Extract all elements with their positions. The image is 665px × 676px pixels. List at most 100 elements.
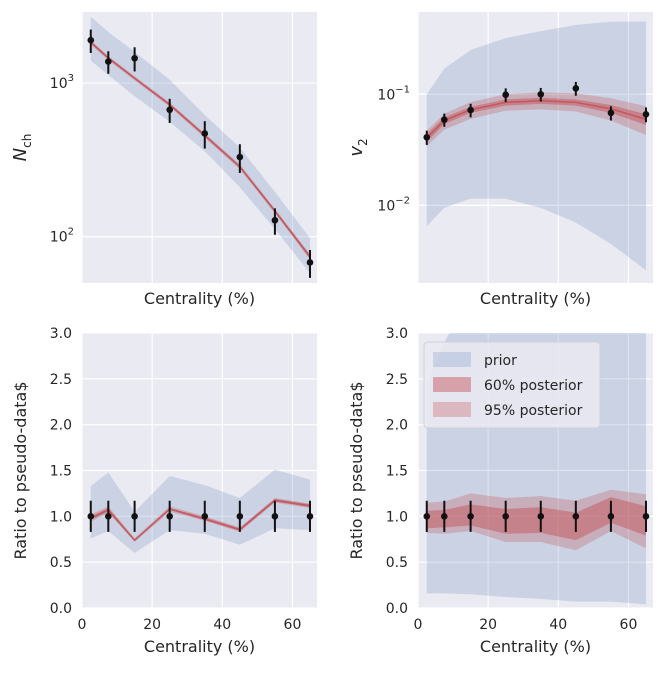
plot-background: [82, 12, 317, 283]
data-point: [642, 110, 650, 118]
data-point: [423, 133, 431, 141]
x-tick-label: 20: [143, 617, 161, 633]
data-point: [642, 513, 650, 520]
y-tick-label: 1.0: [386, 509, 408, 525]
y-tick-label: 2.5: [386, 372, 408, 388]
legend-box: [423, 341, 601, 429]
data-point: [236, 153, 244, 161]
y-tick-label: 1.5: [50, 464, 72, 480]
prior-band: [90, 16, 310, 274]
data-point: [131, 54, 138, 62]
data-point: [502, 91, 509, 99]
plot-area: [90, 16, 311, 274]
panel-bottom-right: 0 20 40 60 Centrality (%) 0.0 0.5 1.0 1.5 2.0 2.5 3…: [347, 326, 653, 656]
legend-label-posterior60: 60% posterior: [484, 378, 583, 394]
x-axis-label: Centrality (%): [144, 637, 255, 656]
legend-swatch-prior: [433, 352, 471, 367]
plot-area: [426, 21, 647, 271]
x-axis-label: Centrality (%): [480, 289, 591, 308]
data-point: [467, 513, 474, 520]
data-point: [87, 36, 95, 44]
x-tick-label: 0: [78, 617, 87, 633]
legend-label-posterior95: 95% posterior: [484, 403, 583, 419]
y-tick-base: 10: [50, 76, 68, 92]
data-point: [537, 90, 545, 98]
y-tick-label: 3.0: [386, 326, 408, 342]
posterior95-band: [426, 489, 646, 551]
posterior60-band: [426, 97, 646, 143]
data-point: [166, 513, 173, 520]
x-tick-label: 0: [414, 617, 423, 633]
y-tick-label: 103: [50, 73, 74, 92]
data-point: [131, 513, 138, 520]
panel-bottom-left: 0 20 40 60 Centrality (%) 0.0 0.5 1.0 1.5 2.0 2.5 3…: [11, 326, 317, 656]
y-tick-label: 1.5: [386, 464, 408, 480]
data-point: [166, 106, 173, 114]
data-point: [271, 513, 279, 520]
legend-swatch-posterior60: [433, 377, 471, 392]
y-axis-label-main: v: [346, 146, 367, 157]
data-point: [201, 513, 209, 520]
data-point: [236, 513, 244, 520]
data-point: [201, 130, 209, 137]
legend-swatch-posterior95: [433, 402, 471, 417]
x-tick-label: 60: [620, 617, 638, 633]
y-tick-label: 10−1: [377, 84, 410, 103]
x-tick-label: 40: [213, 617, 231, 633]
y-tick-label: 2.5: [50, 372, 72, 388]
data-point: [502, 513, 509, 520]
data-point: [306, 513, 314, 520]
y-axis-label: v2: [346, 138, 370, 156]
y-tick-exponent: 2: [68, 227, 74, 238]
data-point: [607, 513, 615, 520]
prior-band: [90, 469, 310, 553]
data-point: [441, 513, 448, 520]
data-point: [537, 513, 545, 520]
data-points: [423, 81, 650, 145]
x-tick-label: 60: [284, 617, 302, 633]
data-point: [423, 513, 431, 520]
y-axis-label: Nch: [10, 134, 34, 162]
data-point: [441, 116, 448, 124]
y-tick-label: 3.0: [50, 326, 72, 342]
y-tick-label: 1.0: [50, 509, 72, 525]
y-axis-label: Ratio to pseudo-data$: [11, 381, 30, 559]
grid: [81, 12, 317, 283]
data-points: [87, 500, 314, 532]
posterior-median-line: [90, 41, 311, 258]
y-tick-exponent: 3: [68, 73, 74, 84]
y-tick-exponent: −1: [395, 84, 410, 95]
y-tick-base: 10: [50, 230, 68, 246]
grid: [81, 332, 317, 609]
y-axis-label-subscript: ch: [20, 134, 34, 148]
data-points: [423, 500, 650, 532]
grid: [417, 12, 653, 283]
posterior-median-line: [426, 99, 647, 139]
posterior60-band: [426, 497, 646, 541]
y-tick-label: 0.0: [50, 601, 72, 617]
y-tick-base: 10: [377, 87, 395, 103]
data-point: [105, 58, 112, 65]
data-points: [87, 29, 314, 278]
y-tick-label: 2.0: [386, 418, 408, 434]
panel-top-right: Centrality (%)10−210−1v2: [346, 12, 653, 308]
prior-band: [426, 21, 646, 271]
data-point: [572, 85, 580, 92]
y-axis-label: Ratio to pseudo-data$: [347, 381, 366, 559]
x-axis-label: Centrality (%): [144, 289, 255, 308]
posterior-median-line: [90, 499, 311, 542]
x-axis-label: Centrality (%): [480, 637, 591, 656]
y-tick-exponent: −2: [395, 195, 410, 206]
x-tick-label: 40: [549, 617, 567, 633]
data-point: [467, 106, 474, 114]
data-point: [271, 216, 279, 224]
y-axis-label-main: N: [10, 148, 31, 161]
legend: prior 60% posterior 95% posterior: [423, 341, 601, 429]
x-tick-label: 20: [479, 617, 497, 633]
y-tick-label: 0.0: [386, 601, 408, 617]
legend-label-prior: prior: [484, 353, 517, 369]
data-point: [572, 513, 580, 520]
data-point: [105, 513, 112, 520]
y-tick-label: 10−2: [377, 195, 410, 214]
